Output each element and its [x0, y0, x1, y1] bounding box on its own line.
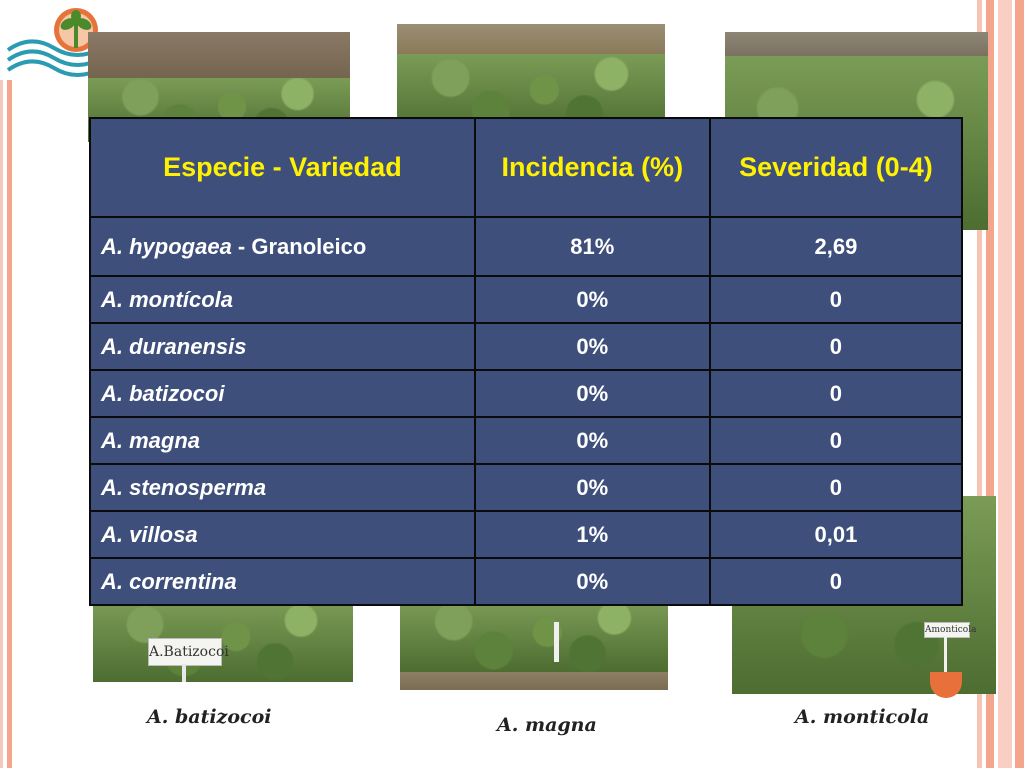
- incidence-cell: 1%: [473, 510, 711, 559]
- table-header-row: Especie - Variedad Incidencia (%) Severi…: [89, 117, 964, 218]
- frame-stripe: [7, 80, 12, 768]
- header-species: Especie - Variedad: [89, 117, 476, 218]
- severity-cell: 0: [708, 557, 964, 606]
- caption-magna: A. magna: [497, 714, 597, 736]
- severity-cell: 0: [708, 369, 964, 418]
- table-row: A. correntina 0% 0: [89, 557, 964, 606]
- plant-sign-monticola: Amonticola: [924, 622, 976, 638]
- table-row: A. batizocoi 0% 0: [89, 369, 964, 418]
- incidence-cell: 0%: [473, 322, 711, 371]
- species-name: A. hypogaea: [101, 233, 232, 259]
- table-row: A. duranensis 0% 0: [89, 322, 964, 371]
- severity-cell: 0: [708, 275, 964, 324]
- species-cell: A. villosa: [89, 510, 476, 559]
- header-incidence: Incidencia (%): [473, 117, 711, 218]
- frame-stripe: [0, 80, 3, 768]
- field-photo-batizocoi: [93, 600, 353, 682]
- sign-post: [944, 636, 947, 694]
- caption-batizocoi: A. batizocoi: [147, 706, 272, 728]
- incidence-cell: 0%: [473, 557, 711, 606]
- caption-monticola: A. monticola: [795, 706, 930, 728]
- species-cell: A. stenosperma: [89, 463, 476, 512]
- frame-stripe: [977, 0, 982, 768]
- species-cell: A. duranensis: [89, 322, 476, 371]
- incidence-cell: 0%: [473, 416, 711, 465]
- frame-stripe: [1015, 0, 1024, 768]
- table-row: A. stenosperma 0% 0: [89, 463, 964, 512]
- species-cell: A. montícola: [89, 275, 476, 324]
- field-photo-magna: [400, 600, 668, 690]
- frame-stripe: [986, 0, 994, 768]
- sign-post: [182, 664, 186, 682]
- incidence-cell: 81%: [473, 216, 711, 277]
- plant-logo-icon: [6, 8, 103, 77]
- variety-name: - Granoleico: [231, 233, 367, 259]
- table-row: A. hypogaea - Granoleico 81% 2,69: [89, 216, 964, 277]
- incidence-cell: 0%: [473, 275, 711, 324]
- severity-cell: 0,01: [708, 510, 964, 559]
- table-row: A. magna 0% 0: [89, 416, 964, 465]
- severity-cell: 0: [708, 322, 964, 371]
- header-severity: Severidad (0-4): [708, 117, 964, 218]
- table-row: A. montícola 0% 0: [89, 275, 964, 324]
- severity-cell: 0: [708, 463, 964, 512]
- species-cell: A. hypogaea - Granoleico: [89, 216, 476, 277]
- severity-cell: 0: [708, 416, 964, 465]
- species-cell: A. magna: [89, 416, 476, 465]
- orange-marker: [930, 672, 962, 698]
- incidence-cell: 0%: [473, 369, 711, 418]
- plant-stake: [554, 622, 559, 662]
- frame-stripe: [998, 0, 1012, 768]
- results-table: Especie - Variedad Incidencia (%) Severi…: [89, 117, 964, 606]
- table-row: A. villosa 1% 0,01: [89, 510, 964, 559]
- species-cell: A. correntina: [89, 557, 476, 606]
- plant-sign-batizocoi: A.Batizocoi: [148, 638, 229, 666]
- species-cell: A. batizocoi: [89, 369, 476, 418]
- incidence-cell: 0%: [473, 463, 711, 512]
- severity-cell: 2,69: [708, 216, 964, 277]
